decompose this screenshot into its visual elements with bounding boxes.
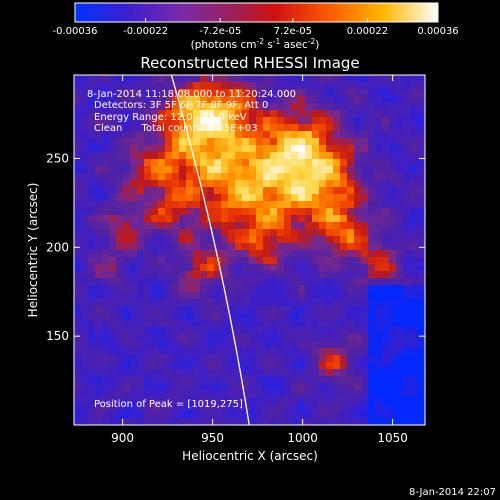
annotation-energy: Energy Range: 12.0 - 25.0 keV <box>94 112 247 123</box>
y-tick-label: 200 <box>46 240 69 254</box>
annotation-detectors: Detectors: 3F 5F 6F 7F 8F 9F, Att 0 <box>94 100 268 111</box>
y-axis-label: Heliocentric Y (arcsec) <box>26 183 40 318</box>
colorbar-tick-label: 7.2e-05 <box>274 26 312 37</box>
annotation-block: 8-Jan-2014 11:18:08.000 to 11:20:24.000 … <box>87 89 296 410</box>
colorbar-tick-label: 0.00036 <box>417 26 458 37</box>
annotation-peak: Position of Peak = [1019,275] <box>94 399 243 410</box>
annotation-method: Clean Total counts: 4.05E+03 <box>94 123 258 134</box>
x-axis-label: Heliocentric X (arcsec) <box>182 449 318 463</box>
y-tick-label: 250 <box>46 152 69 166</box>
chart-title: Reconstructed RHESSI Image <box>140 54 359 72</box>
x-tick-label: 1050 <box>377 431 408 445</box>
colorbar-tick-label: -0.00036 <box>53 26 98 37</box>
x-axis: 900 950 1000 1050 <box>111 75 408 445</box>
y-tick-label: 150 <box>46 329 69 343</box>
x-tick-label: 950 <box>201 431 224 445</box>
x-tick-label: 900 <box>111 431 134 445</box>
y-axis: 150 200 250 <box>46 152 425 343</box>
colorbar-tick-label: 0.00022 <box>347 26 388 37</box>
annotation-time-range: 8-Jan-2014 11:18:08.000 to 11:20:24.000 <box>87 89 296 100</box>
colorbar-ticks: -0.00036 -0.00022 -7.2e-05 7.2e-05 0.00022 0.… <box>53 18 459 37</box>
solar-limb-line <box>170 75 250 425</box>
x-tick-label: 1000 <box>287 431 318 445</box>
image-area <box>74 75 425 425</box>
colorbar-tick-label: -0.00022 <box>123 26 168 37</box>
colorbar-units: (photons cm-2 s-1 asec-2) <box>191 37 320 51</box>
footer-timestamp: 8-Jan-2014 22:07 <box>409 487 496 498</box>
colorbar-tick-label: -7.2e-05 <box>199 26 241 37</box>
plot-frame <box>73 74 426 426</box>
colorbar <box>74 2 439 23</box>
